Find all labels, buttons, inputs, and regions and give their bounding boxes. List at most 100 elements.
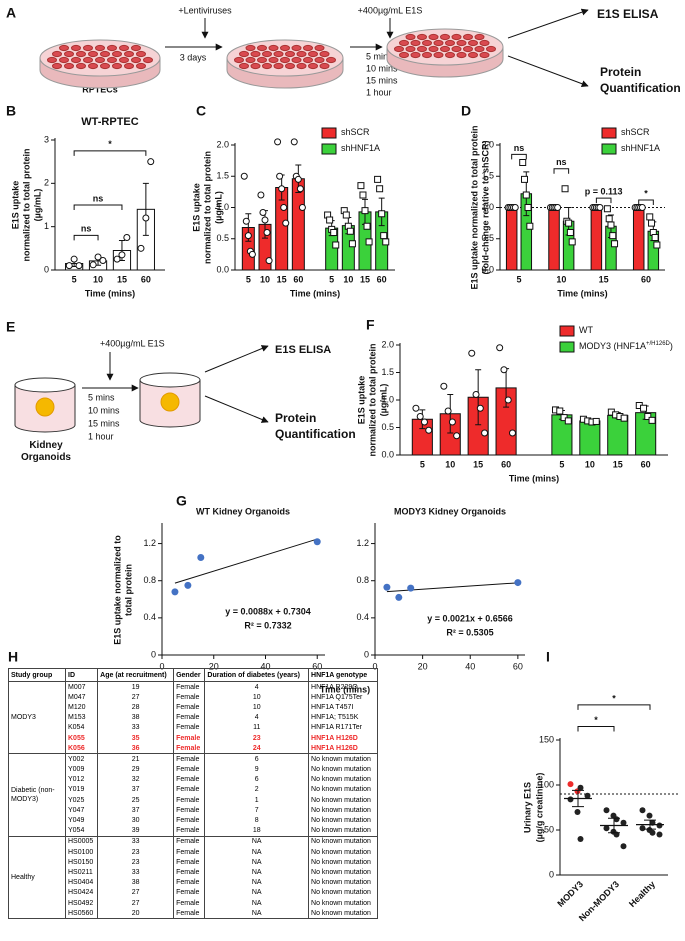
equation: y = 0.0021x + 0.6566 <box>427 613 513 623</box>
significance-label: * <box>108 139 112 149</box>
x-tick-label: 5 <box>420 459 425 469</box>
data-point <box>565 219 573 227</box>
cell <box>422 39 432 47</box>
x-tick-label: 60 <box>312 661 322 671</box>
table-cell: 38 <box>97 712 175 723</box>
cell <box>95 56 105 64</box>
data-point <box>640 404 648 412</box>
significance-bracket <box>511 153 527 160</box>
table-cell: HNF1A R171Ter <box>308 722 378 733</box>
table-cell: HS0100 <box>64 847 99 858</box>
x-axis-label: Time (mins) <box>290 288 340 298</box>
time-label: 10 mins <box>88 405 120 415</box>
data-point <box>123 234 131 241</box>
y-tick-label: 1.0 <box>216 202 229 212</box>
cell <box>71 44 81 52</box>
significance-bracket <box>73 234 99 241</box>
data-point <box>326 216 334 224</box>
table-cell: 27 <box>97 692 175 703</box>
table-cell: 37 <box>97 805 175 816</box>
legend-name: shHNF1A <box>341 143 380 153</box>
y-tick-label: 0 <box>549 869 554 879</box>
time-label: 10 mins <box>366 63 398 73</box>
panel-label: I <box>546 649 550 665</box>
data-point <box>89 261 97 269</box>
cell <box>405 33 416 41</box>
arrow <box>507 55 589 88</box>
y-axis-label: E1S uptake <box>356 376 366 425</box>
data-point <box>240 172 248 180</box>
data-point <box>566 229 574 236</box>
data-point <box>514 579 522 587</box>
y-tick-label: 3 <box>44 134 49 144</box>
x-tick-label: 60 <box>501 459 511 469</box>
treatment-label: +400µg/mL E1S <box>358 5 423 15</box>
data-point <box>278 185 286 193</box>
x-tick-label: 10 <box>556 274 566 284</box>
cell <box>76 50 86 58</box>
table-cell: MODY3 <box>8 680 66 754</box>
table-cell: No known mutation <box>308 825 378 837</box>
data-point <box>142 214 150 222</box>
data-point <box>556 407 564 415</box>
cell <box>250 62 261 70</box>
legend-swatch <box>601 127 617 139</box>
significance-label: ns <box>81 224 92 234</box>
data-point <box>448 418 456 426</box>
data-point <box>476 404 484 412</box>
table-cell: HS0424 <box>64 887 99 898</box>
legend-label: shSCR <box>621 127 650 137</box>
table-cell: Female <box>173 897 206 909</box>
cell <box>445 51 455 59</box>
data-point <box>425 426 433 434</box>
error-bar <box>608 817 620 834</box>
cell <box>433 39 444 47</box>
table-cell: 10 <box>204 692 310 703</box>
table-row: M153 38 Female 4 HNF1A; T515K <box>9 712 378 723</box>
y-tick-label: 1.0 <box>381 394 394 404</box>
significance-bracket <box>73 150 147 156</box>
header-cell: Duration of diabetes (years) <box>204 668 310 682</box>
data-point <box>577 836 584 842</box>
data-point <box>282 219 290 227</box>
data-point <box>257 191 265 199</box>
table-cell: Female <box>173 681 206 693</box>
cell <box>303 56 313 64</box>
x-tick-label: 60 <box>141 274 151 284</box>
table-cell: No known mutation <box>308 908 378 919</box>
x-tick-label: 5 <box>516 274 521 284</box>
cell <box>107 56 117 64</box>
cell <box>59 44 69 52</box>
beaker-top <box>14 377 76 393</box>
data-point <box>313 538 321 546</box>
cell <box>456 51 467 59</box>
output-label: E1S ELISA <box>275 344 331 356</box>
arrow <box>204 395 269 423</box>
legend-swatch <box>601 143 617 155</box>
cell <box>428 33 439 41</box>
y-axis-label: E1S uptake <box>191 183 201 232</box>
cell <box>107 44 117 52</box>
y-tick-label: 0.4 <box>143 612 156 622</box>
data-point <box>620 819 627 826</box>
bar <box>590 207 603 271</box>
data-point <box>648 416 656 424</box>
table-cell: 36 <box>97 743 175 754</box>
cell <box>257 56 267 64</box>
data-point <box>561 185 569 193</box>
legend-swatch <box>321 127 337 139</box>
x-tick-label: 60 <box>377 274 387 284</box>
table-cell: 18 <box>204 825 310 837</box>
data-point <box>620 843 627 850</box>
data-point <box>261 216 269 224</box>
data-point <box>332 241 340 249</box>
x-tick-label: 60 <box>641 459 651 469</box>
equation: y = 0.0088x + 0.7304 <box>225 606 311 616</box>
cell <box>410 39 421 47</box>
y-tick-label: 0 <box>44 264 49 274</box>
table-cell: Female <box>173 805 206 816</box>
table-cell: M007 <box>64 681 99 693</box>
data-point <box>653 241 661 249</box>
data-point <box>361 207 369 215</box>
table-cell: Y049 <box>64 815 99 826</box>
